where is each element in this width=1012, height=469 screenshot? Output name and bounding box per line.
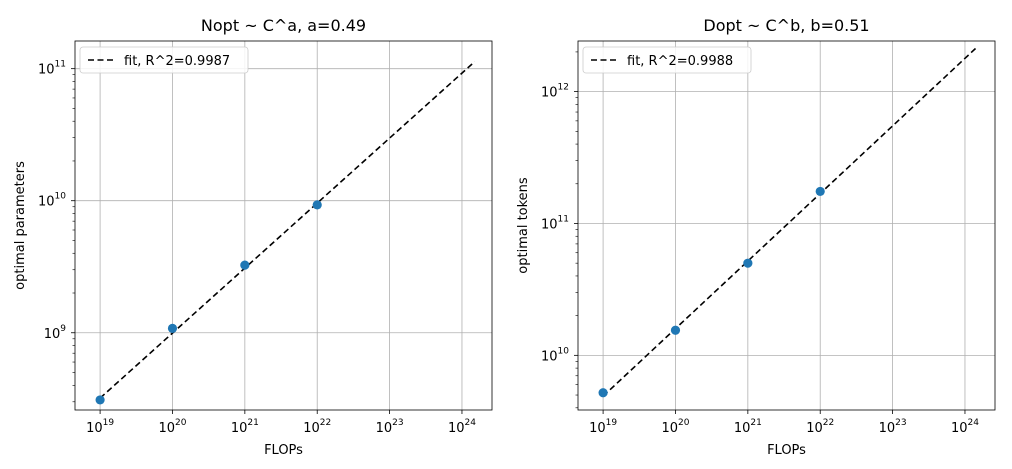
x-tick-base: 10 <box>734 421 751 436</box>
x-tick-base: 10 <box>661 421 678 436</box>
legend-label: fit, R^2=0.9987 <box>124 54 230 69</box>
x-tick-label: 1023 <box>376 418 404 436</box>
y-tick-label: 1010 <box>541 346 569 364</box>
x-tick-label: 1023 <box>879 418 907 436</box>
legend-box <box>582 46 752 74</box>
x-tick-base: 10 <box>158 421 175 436</box>
y-tick-base: 10 <box>541 86 558 101</box>
x-tick-label: 1019 <box>589 418 617 436</box>
plot-frame <box>577 40 996 411</box>
x-axis-label: FLOPs <box>767 443 806 458</box>
data-point <box>743 258 753 268</box>
y-tick-label: 1012 <box>541 83 569 101</box>
y-tick-label: 1011 <box>541 214 569 232</box>
fit-line <box>99 61 476 399</box>
x-axis-label: FLOPs <box>264 443 303 458</box>
y-tick-exponent: 10 <box>558 346 570 356</box>
y-tick-base: 10 <box>541 349 558 364</box>
x-tick-exponent: 22 <box>320 418 331 428</box>
y-tick-exponent: 11 <box>558 214 569 224</box>
data-point <box>240 260 250 270</box>
y-tick-exponent: 9 <box>60 324 66 334</box>
legend-label: fit, R^2=0.9988 <box>627 54 733 69</box>
x-tick-base: 10 <box>86 421 103 436</box>
y-tick-exponent: 12 <box>558 83 569 93</box>
x-tick-exponent: 19 <box>606 418 618 428</box>
y-tick-base: 10 <box>38 195 55 210</box>
y-axis-label: optimal tokens <box>516 177 531 274</box>
x-tick-label: 1022 <box>806 418 834 436</box>
x-tick-exponent: 21 <box>247 418 258 428</box>
y-tick-base: 10 <box>541 217 558 232</box>
data-point <box>815 186 825 197</box>
x-tick-label: 1024 <box>951 418 979 436</box>
x-tick-base: 10 <box>303 421 320 436</box>
chart-panel-2: 1019 1020 1021 1022 1023 1024101010111012fit,… <box>516 16 996 458</box>
y-axis-label: optimal parameters <box>13 161 28 290</box>
x-tick-exponent: 23 <box>392 418 403 428</box>
x-tick-exponent: 20 <box>678 418 690 428</box>
x-tick-label: 1022 <box>303 418 331 436</box>
x-tick-exponent: 21 <box>750 418 761 428</box>
x-tick-label: 1020 <box>661 418 689 436</box>
x-tick-exponent: 24 <box>968 418 980 428</box>
x-tick-base: 10 <box>376 421 393 436</box>
y-tick-base: 10 <box>38 63 55 78</box>
y-tick-exponent: 11 <box>55 60 66 70</box>
data-point <box>312 200 322 210</box>
y-tick-exponent: 10 <box>55 192 67 202</box>
x-tick-label: 1021 <box>734 418 762 436</box>
data-point <box>167 323 178 333</box>
x-tick-exponent: 23 <box>895 418 906 428</box>
chart-title: Nopt ~ C^a, a=0.49 <box>201 16 366 35</box>
x-tick-base: 10 <box>448 421 465 436</box>
chart-title: Dopt ~ C^b, b=0.51 <box>703 16 869 35</box>
data-point <box>670 325 681 335</box>
x-tick-label: 1019 <box>86 418 114 436</box>
y-tick-base: 10 <box>44 327 61 342</box>
plot-frame <box>74 40 493 411</box>
x-tick-label: 1021 <box>231 418 259 436</box>
legend-box <box>79 46 249 74</box>
x-tick-base: 10 <box>806 421 823 436</box>
y-tick-label: 1010 <box>38 192 66 210</box>
x-tick-base: 10 <box>231 421 248 436</box>
y-tick-label: 109 <box>44 324 67 342</box>
fit-line <box>602 45 979 397</box>
x-tick-label: 1020 <box>158 418 186 436</box>
x-tick-exponent: 22 <box>823 418 834 428</box>
x-tick-base: 10 <box>589 421 606 436</box>
x-tick-base: 10 <box>879 421 896 436</box>
x-tick-exponent: 19 <box>103 418 115 428</box>
x-tick-exponent: 24 <box>465 418 477 428</box>
x-tick-label: 1024 <box>448 418 476 436</box>
x-tick-base: 10 <box>951 421 968 436</box>
data-point <box>95 395 105 405</box>
data-point <box>598 388 608 398</box>
x-tick-exponent: 20 <box>175 418 187 428</box>
y-tick-label: 1011 <box>38 60 66 78</box>
